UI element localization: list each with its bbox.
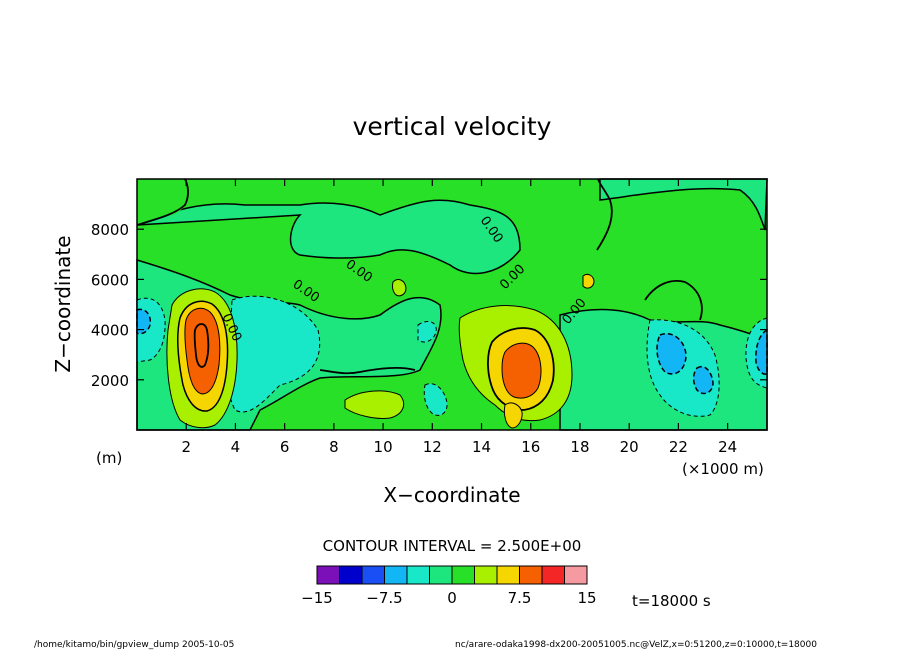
y-tick-label: 6000 bbox=[91, 271, 129, 289]
x-tick-label: 8 bbox=[329, 438, 339, 456]
x-tick-label: 14 bbox=[472, 438, 491, 456]
time-label: t=18000 s bbox=[632, 592, 711, 610]
updraft2-orange bbox=[501, 342, 542, 399]
positive-bottom-center bbox=[344, 390, 405, 419]
y-tick-label: 8000 bbox=[91, 221, 129, 239]
x-tick-label: 10 bbox=[374, 438, 393, 456]
downdraft-blue-edge bbox=[755, 328, 768, 375]
region-slightly-negative-2 bbox=[599, 178, 768, 231]
chart-title: vertical velocity bbox=[353, 112, 552, 141]
colorbar-swatch bbox=[316, 565, 340, 585]
contour-interval-label: CONTOUR INTERVAL = 2.500E+00 bbox=[323, 537, 582, 555]
y-tick-label: 2000 bbox=[91, 372, 129, 390]
zero-contour-1 bbox=[136, 178, 189, 226]
footer-left: /home/kitamo/bin/gpview_dump 2005-10-05 bbox=[34, 640, 235, 650]
positive-top-center bbox=[391, 279, 407, 297]
downdraft-blue-right-2 bbox=[692, 365, 714, 395]
x-axis-label: X−coordinate bbox=[383, 483, 520, 507]
colorbar-swatch bbox=[429, 565, 453, 585]
zero-contour-4 bbox=[644, 280, 703, 321]
x-tick-label: 20 bbox=[620, 438, 639, 456]
x-tick-label: 24 bbox=[718, 438, 737, 456]
colorbar-swatch bbox=[339, 565, 363, 585]
colorbar-swatch bbox=[474, 565, 498, 585]
colorbar-swatch bbox=[519, 565, 543, 585]
updraft1-core bbox=[193, 323, 210, 368]
downdraft-blue-left bbox=[136, 308, 152, 335]
x-tick-label: 18 bbox=[570, 438, 589, 456]
footer-right: nc/arare-odaka1998-dx200-20051005.nc@Vel… bbox=[455, 640, 817, 650]
contour-field bbox=[136, 178, 768, 431]
colorbar-swatch bbox=[406, 565, 430, 585]
colorbar-swatch bbox=[564, 565, 588, 585]
x-tick-label: 12 bbox=[423, 438, 442, 456]
x-tick-label: 4 bbox=[231, 438, 241, 456]
colorbar-swatch bbox=[451, 565, 475, 585]
colorbar-labels: −15 −7.5 0 7.5 15 bbox=[301, 589, 596, 607]
downdraft-blue-right bbox=[656, 333, 687, 375]
region-slightly-positive-left bbox=[137, 179, 192, 225]
colorbar-tick-label: 15 bbox=[577, 589, 596, 607]
x-axis: 2 4 6 8 10 12 14 16 18 20 22 24 bbox=[181, 179, 737, 456]
colorbar bbox=[316, 565, 588, 585]
colorbar-tick-label: −15 bbox=[301, 589, 333, 607]
downdraft-cyan-small bbox=[423, 383, 448, 416]
y-axis-label: Z−coordinate bbox=[51, 235, 75, 372]
x-unit-label: (×1000 m) bbox=[682, 460, 764, 478]
y-unit-label: (m) bbox=[96, 449, 122, 467]
updraft2-base bbox=[503, 402, 523, 429]
zero-contour-2 bbox=[319, 366, 416, 375]
colorbar-swatch bbox=[496, 565, 520, 585]
colorbar-swatch bbox=[361, 565, 385, 585]
colorbar-tick-label: 7.5 bbox=[508, 589, 532, 607]
x-tick-label: 16 bbox=[521, 438, 540, 456]
colorbar-tick-label: 0 bbox=[447, 589, 457, 607]
colorbar-tick-label: −7.5 bbox=[366, 589, 402, 607]
region-slightly-negative bbox=[136, 199, 521, 275]
y-axis: 2000 4000 6000 8000 bbox=[91, 221, 767, 390]
zero-contour-3 bbox=[596, 178, 613, 251]
positive-right-small bbox=[582, 273, 595, 289]
x-tick-label: 22 bbox=[669, 438, 688, 456]
downdraft-cyan-small-2 bbox=[417, 321, 437, 343]
colorbar-swatch bbox=[541, 565, 565, 585]
y-tick-label: 4000 bbox=[91, 322, 129, 340]
x-tick-label: 2 bbox=[181, 438, 191, 456]
x-tick-label: 6 bbox=[280, 438, 290, 456]
colorbar-swatch bbox=[384, 565, 408, 585]
